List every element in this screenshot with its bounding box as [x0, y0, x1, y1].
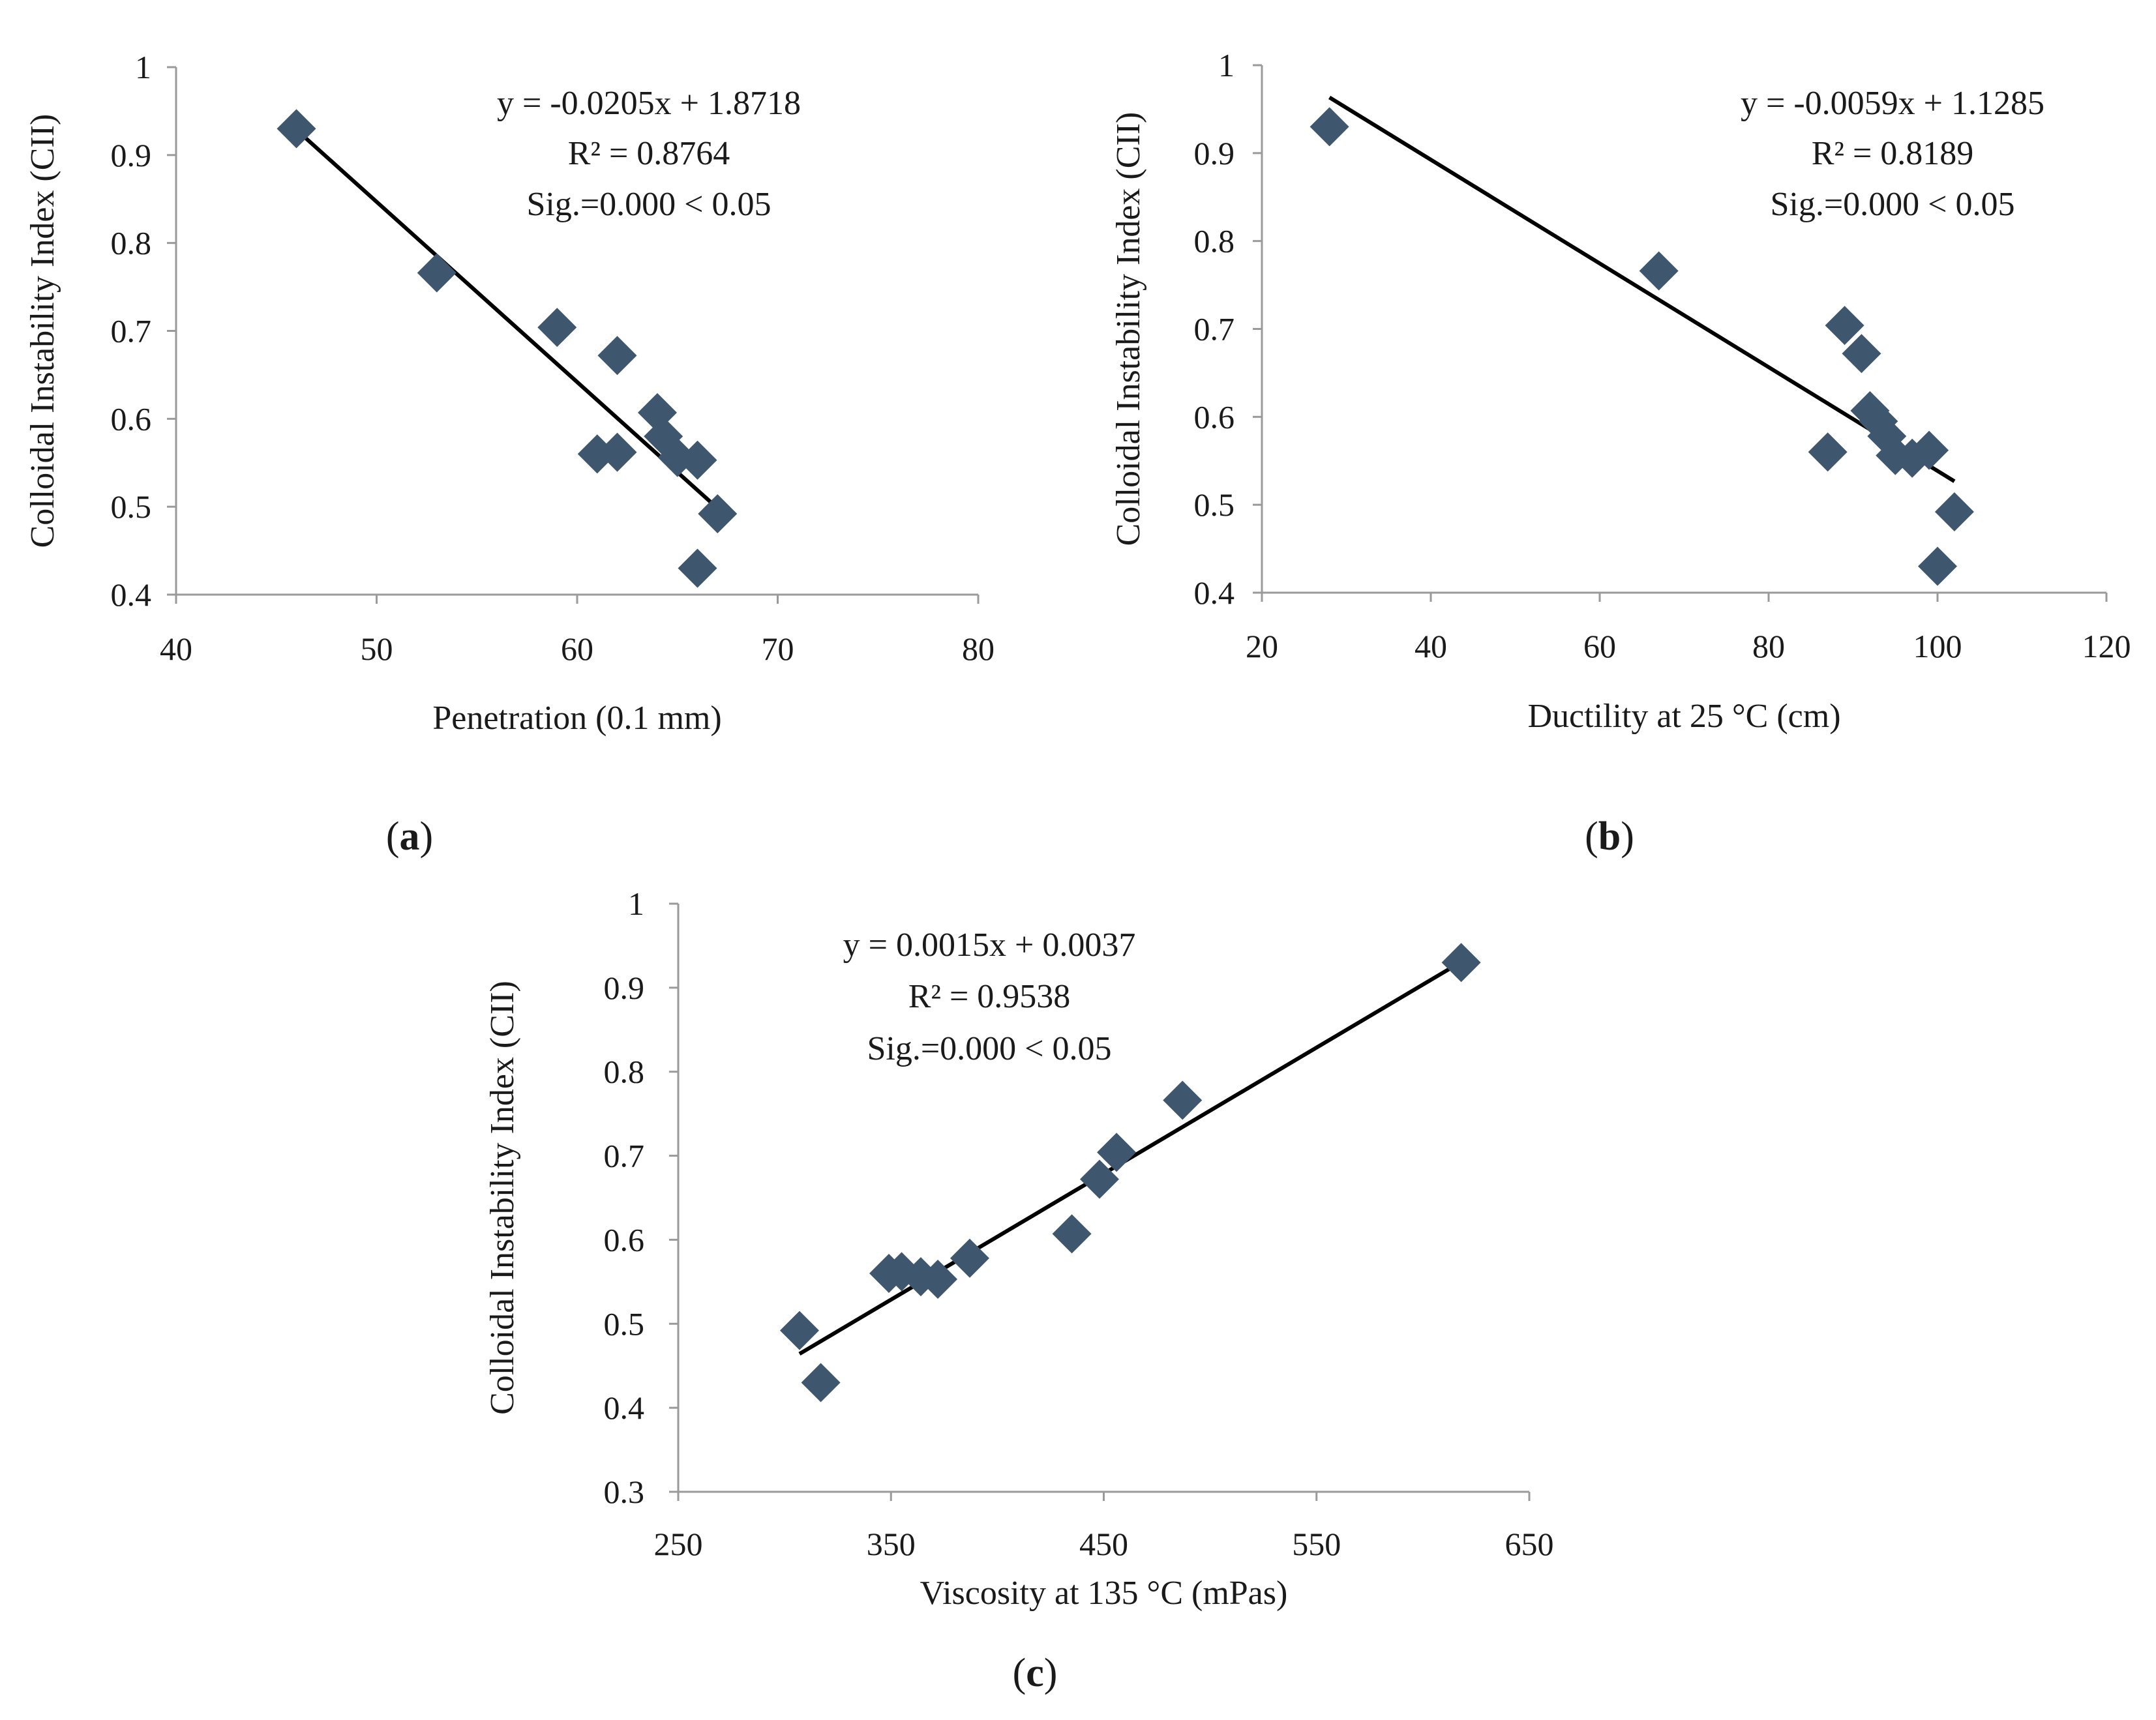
y-tick-label: 0.9	[111, 137, 152, 173]
panel-label: (c)	[1013, 1651, 1058, 1695]
data-point	[597, 432, 637, 472]
y-tick-label: 0.4	[604, 1389, 645, 1426]
x-tick-label: 350	[867, 1526, 916, 1562]
data-point	[1842, 334, 1881, 374]
data-point	[277, 109, 316, 149]
data-point	[1639, 251, 1679, 291]
x-tick-label: 50	[361, 630, 393, 667]
x-tick-label: 550	[1292, 1526, 1341, 1562]
y-tick-label: 0.4	[1194, 574, 1235, 611]
data-point	[1441, 943, 1481, 983]
y-tick-label: 0.6	[1194, 398, 1235, 435]
data-point	[950, 1238, 989, 1278]
chart-panel-c: 250 350 450 550 650 0.3 0.4 0.5 0.6 0.7 0.8 0.9 1 Vis…	[484, 885, 1554, 1695]
y-axis-title: Colloidal Instability Index (CII)	[24, 114, 61, 548]
regression-annotation: R² = 0.9538	[908, 978, 1071, 1015]
x-axis-title: Viscosity at 135 °C (mPas)	[920, 1575, 1288, 1612]
y-tick-label: 1	[628, 885, 644, 922]
x-axis-title: Ductility at 25 °C (cm)	[1527, 698, 1840, 735]
data-point	[1163, 1080, 1203, 1120]
data-point	[1918, 546, 1957, 586]
x-tick-label: 450	[1079, 1526, 1128, 1562]
regression-annotation: R² = 0.8189	[1812, 135, 1974, 172]
regression-annotation: y = -0.0205x + 1.8718	[497, 85, 801, 122]
y-tick-label: 0.7	[1194, 311, 1235, 348]
x-tick-label: 80	[962, 630, 995, 667]
y-tick-label: 1	[135, 49, 151, 85]
panel-label: (a)	[386, 814, 433, 859]
panel-label: (b)	[1585, 814, 1634, 859]
data-point	[1097, 1133, 1137, 1172]
y-tick-label: 0.5	[604, 1305, 645, 1342]
trendline	[295, 128, 719, 510]
y-tick-label: 0.8	[1194, 223, 1235, 259]
regression-annotation: Sig.=0.000 < 0.05	[867, 1030, 1111, 1067]
regression-annotation: Sig.=0.000 < 0.05	[526, 186, 771, 223]
data-point	[597, 336, 637, 376]
y-tick-label: 0.6	[111, 400, 152, 437]
x-tick-label: 20	[1246, 628, 1278, 664]
y-axis-title: Colloidal Instability Index (CII)	[484, 981, 521, 1415]
data-point	[678, 440, 717, 480]
data-point	[1825, 306, 1864, 346]
y-tick-label: 0.5	[111, 488, 152, 525]
x-tick-label: 40	[160, 630, 192, 667]
x-tick-label: 250	[654, 1526, 703, 1562]
y-tick-label: 0.9	[1194, 135, 1235, 171]
y-tick-label: 0.6	[604, 1221, 645, 1258]
y-tick-label: 0.7	[111, 313, 152, 349]
data-point	[1079, 1159, 1119, 1199]
x-tick-label: 100	[1913, 628, 1962, 664]
y-tick-label: 0.9	[604, 970, 645, 1006]
y-tick-label: 0.5	[1194, 486, 1235, 523]
data-point	[882, 1252, 921, 1292]
data-point	[698, 494, 738, 533]
data-point	[1052, 1214, 1092, 1254]
trendline	[1328, 95, 1956, 483]
x-tick-label: 650	[1505, 1526, 1554, 1562]
data-point	[1808, 432, 1848, 472]
x-tick-label: 70	[762, 630, 794, 667]
data-point	[801, 1363, 841, 1402]
x-tick-label: 40	[1415, 628, 1447, 664]
y-tick-label: 0.8	[604, 1054, 645, 1090]
data-point	[537, 308, 577, 348]
y-axis-title: Colloidal Instability Index (CII)	[1110, 112, 1147, 546]
data-point	[417, 253, 457, 293]
y-tick-label: 0.7	[604, 1138, 645, 1174]
data-point	[779, 1311, 819, 1350]
chart-panel-a: 40 50 60 70 80 0.4 0.5 0.6 0.7 0.8 0.9 1 Penetration…	[24, 49, 995, 859]
regression-annotation: y = 0.0015x + 0.0037	[843, 927, 1136, 964]
data-point	[1934, 492, 1974, 531]
x-tick-label: 120	[2082, 628, 2131, 664]
x-tick-label: 60	[1583, 628, 1616, 664]
y-tick-label: 0.4	[111, 576, 152, 613]
data-point	[1310, 107, 1349, 147]
x-tick-label: 80	[1752, 628, 1785, 664]
data-point	[1909, 430, 1949, 470]
regression-annotation: Sig.=0.000 < 0.05	[1770, 186, 2014, 223]
y-tick-label: 1	[1218, 47, 1235, 83]
regression-annotation: R² = 0.8764	[568, 135, 730, 172]
chart-panel-b: 20 40 60 80 100 120 0.4 0.5 0.6 0.7 0.8 0.9 1 Ductili…	[1110, 47, 2131, 859]
x-tick-label: 60	[561, 630, 593, 667]
y-tick-label: 0.3	[604, 1474, 645, 1510]
data-point	[678, 548, 717, 588]
x-axis-title: Penetration (0.1 mm)	[432, 700, 721, 737]
regression-annotation: y = -0.0059x + 1.1285	[1741, 85, 2044, 122]
y-tick-label: 0.8	[111, 225, 152, 261]
